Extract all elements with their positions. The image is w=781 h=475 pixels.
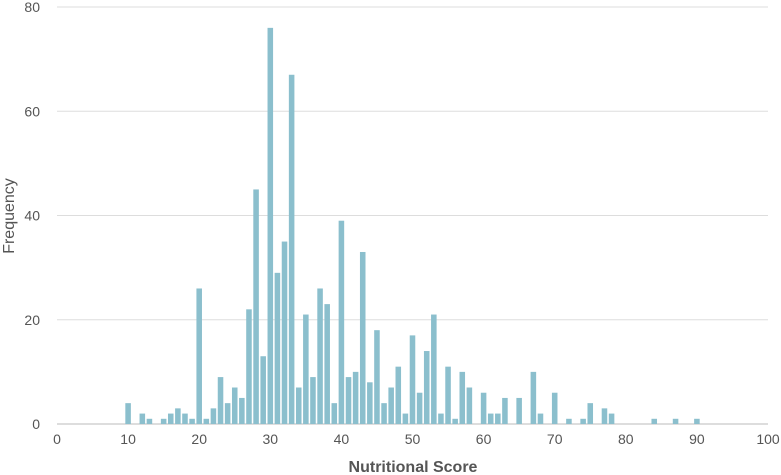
y-tick-label: 60 <box>24 103 40 119</box>
bar <box>352 371 359 424</box>
bar <box>253 189 259 424</box>
bar <box>381 403 387 424</box>
bar <box>551 392 558 424</box>
bar <box>587 403 594 424</box>
bar <box>231 387 238 424</box>
bar <box>345 377 352 424</box>
bar <box>431 314 437 424</box>
bar <box>310 377 316 424</box>
bar <box>125 403 131 424</box>
bar <box>246 309 252 424</box>
bar <box>530 371 537 424</box>
bar <box>423 351 430 424</box>
bar <box>217 377 224 424</box>
bar <box>189 418 195 424</box>
y-tick-label: 40 <box>24 208 40 224</box>
y-axis-title: Frequency <box>1 178 18 254</box>
bar <box>580 418 586 424</box>
bar <box>295 387 302 424</box>
x-tick-label: 40 <box>334 431 350 447</box>
bar <box>672 418 679 424</box>
y-tick-label: 20 <box>24 312 40 328</box>
bar <box>438 413 444 424</box>
bar <box>459 371 466 424</box>
x-tick-label: 10 <box>120 431 136 447</box>
bar <box>495 413 501 424</box>
bar <box>537 413 544 424</box>
bar <box>502 397 508 424</box>
bar <box>395 366 402 424</box>
x-axis-title: Nutritional Score <box>349 459 478 475</box>
bar <box>338 220 345 424</box>
x-tick-label: 0 <box>53 431 61 447</box>
bar <box>516 397 522 424</box>
x-tick-label: 100 <box>756 431 780 447</box>
bar <box>260 356 266 424</box>
bar <box>367 382 373 424</box>
bar <box>651 418 658 424</box>
bar <box>331 403 338 424</box>
bar <box>281 241 288 424</box>
x-tick-labels: 0 10 20 30 40 50 60 70 80 90 100 <box>53 431 780 447</box>
bar <box>466 387 473 424</box>
bar <box>139 413 146 424</box>
x-tick-label: 90 <box>689 431 705 447</box>
bar <box>167 413 174 424</box>
bar <box>160 418 167 424</box>
bar <box>608 413 615 424</box>
bar <box>402 413 409 424</box>
bar <box>416 392 423 424</box>
y-tick-labels: 0 20 40 60 80 <box>24 0 40 432</box>
bar <box>288 74 295 424</box>
x-tick-label: 50 <box>405 431 421 447</box>
y-tick-label: 80 <box>24 0 40 15</box>
y-tick-label: 0 <box>32 416 40 432</box>
bar <box>359 251 366 424</box>
bar <box>324 304 330 424</box>
bar <box>388 387 394 424</box>
bar <box>267 27 274 424</box>
bar <box>317 288 323 424</box>
bar <box>374 330 380 424</box>
bar <box>487 413 494 424</box>
bar <box>601 408 608 424</box>
bar <box>224 403 231 424</box>
x-tick-label: 80 <box>618 431 634 447</box>
bar <box>175 408 181 424</box>
bar <box>452 418 458 424</box>
bar <box>239 397 245 424</box>
bar <box>445 366 451 424</box>
bar <box>409 335 416 424</box>
bar <box>182 413 188 424</box>
x-tick-label: 20 <box>191 431 207 447</box>
bar <box>210 408 217 424</box>
bars <box>125 27 700 424</box>
bar <box>146 418 153 424</box>
bar <box>274 272 281 424</box>
bar <box>196 288 202 424</box>
x-tick-label: 60 <box>476 431 492 447</box>
bar <box>480 392 487 424</box>
bar <box>303 314 309 424</box>
gridlines <box>57 6 768 425</box>
bar <box>566 418 572 424</box>
x-tick-label: 30 <box>263 431 279 447</box>
bar <box>694 418 700 424</box>
x-tick-label: 70 <box>547 431 563 447</box>
bar <box>203 418 210 424</box>
